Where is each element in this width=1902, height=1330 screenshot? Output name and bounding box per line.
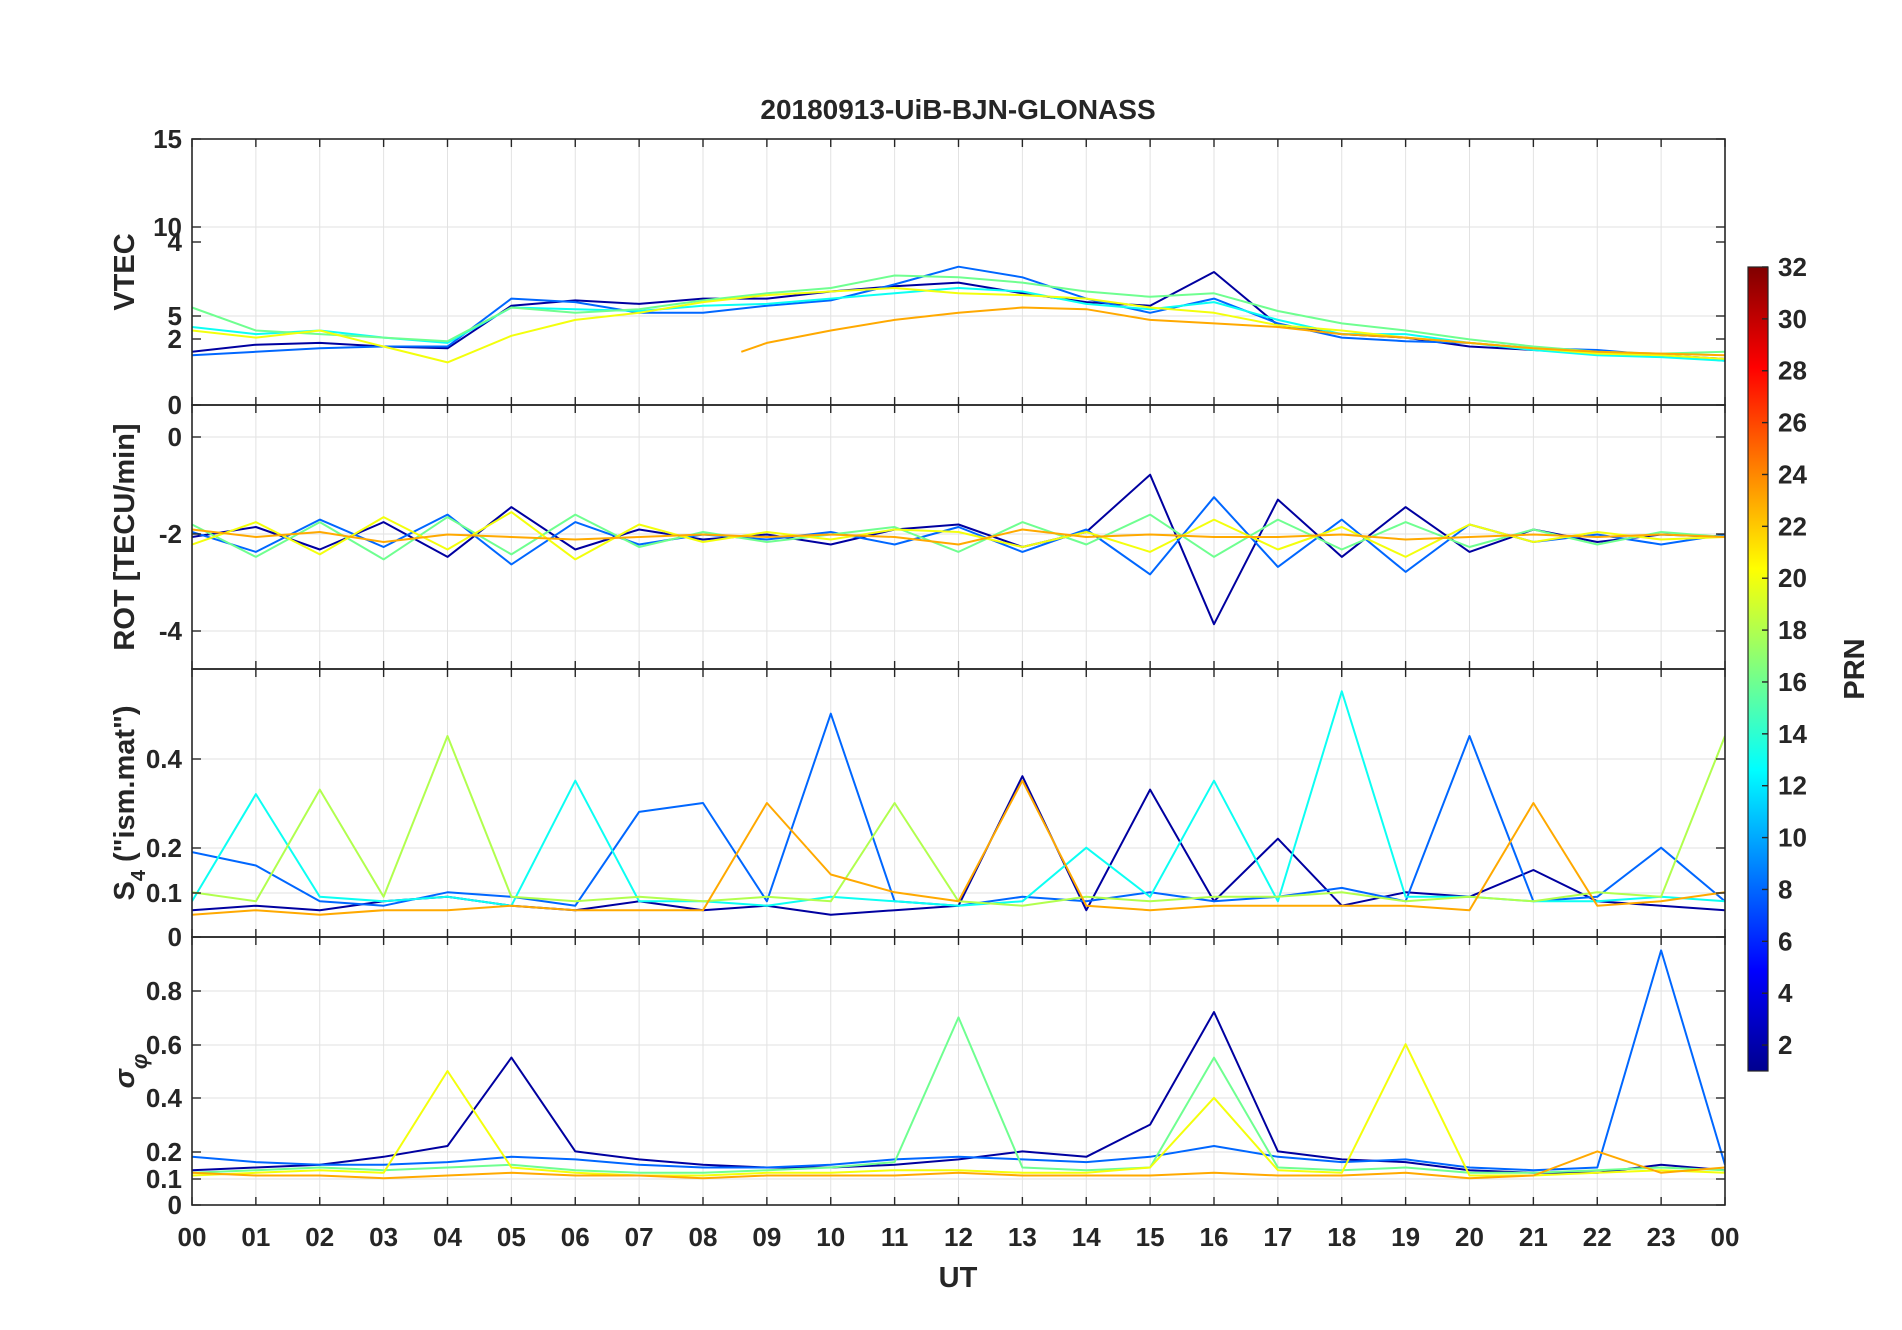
- colorbar-label: PRN: [1839, 638, 1871, 699]
- colorbar-tick-label: 22: [1778, 511, 1807, 541]
- x-tick-label: 18: [1327, 1222, 1356, 1252]
- x-tick-label: 16: [1200, 1222, 1229, 1252]
- y-tick-label: 0: [168, 390, 182, 420]
- x-tick-label: 01: [241, 1222, 270, 1252]
- y-tick-label: 0.4: [146, 744, 183, 774]
- x-tick-label: 00: [178, 1222, 207, 1252]
- y-tick-label: 0: [168, 922, 182, 952]
- series-line-prn-16: [192, 513, 1725, 561]
- x-tick-label: 12: [944, 1222, 973, 1252]
- y-tick-label: -4: [159, 616, 183, 646]
- x-tick-label: 21: [1519, 1222, 1548, 1252]
- series-line-prn-2: [192, 271, 1725, 360]
- y-tick-label: 0: [168, 1190, 182, 1220]
- y-axis-label: ROT [TECU/min]: [109, 423, 141, 650]
- colorbar-tick-label: 18: [1778, 615, 1807, 645]
- x-tick-label: 06: [561, 1222, 590, 1252]
- colorbar-tick-label: 26: [1778, 408, 1807, 438]
- x-tick-label: 08: [689, 1222, 718, 1252]
- colorbar-tick-label: 4: [1778, 978, 1793, 1008]
- x-tick-label: 10: [816, 1222, 845, 1252]
- colorbar-tick-label: 2: [1778, 1030, 1792, 1060]
- x-tick-label: 19: [1391, 1222, 1420, 1252]
- x-tick-label: 09: [752, 1222, 781, 1252]
- colorbar-tick-label: 8: [1778, 874, 1792, 904]
- panel-sigma_phi: 00.10.20.40.60.8σφ: [109, 936, 1726, 1220]
- y-tick-label: 0.4: [146, 1083, 183, 1113]
- y-tick-label: 5: [168, 301, 182, 331]
- y-tick-label: 0.2: [146, 833, 182, 863]
- x-tick-label: 05: [497, 1222, 526, 1252]
- series-line-prn-23: [192, 528, 1725, 546]
- y-tick-label: 0.1: [146, 878, 182, 908]
- series-line-prn-20: [192, 1043, 1725, 1177]
- x-axis-label: UT: [939, 1262, 978, 1294]
- series-line-prn-2: [192, 1011, 1725, 1174]
- series-line-prn-23: [740, 306, 1725, 357]
- series-line-prn-23: [192, 1150, 1725, 1180]
- series-line-prn-23: [192, 779, 1725, 916]
- x-tick-label: 07: [625, 1222, 654, 1252]
- y-tick-label: 2: [168, 324, 182, 354]
- y-tick-label: 0.6: [146, 1030, 182, 1060]
- panel-s4: 0 0.1 0.2 0.4S4 ("ism.mat"): [109, 668, 1726, 952]
- y-tick-label: 0.1: [146, 1164, 182, 1194]
- colorbar-tick-label: 24: [1778, 459, 1807, 489]
- panel-vtec: 0 5 10 15 VTEC: [109, 124, 1726, 420]
- colorbar-tick-label: 10: [1778, 823, 1807, 853]
- x-tick-label: 14: [1072, 1222, 1101, 1252]
- x-tick-label: 11: [881, 1222, 909, 1252]
- x-tick-label: 03: [369, 1222, 398, 1252]
- colorbar-tick-label: 12: [1778, 771, 1807, 801]
- series-line-prn-8: [192, 949, 1725, 1172]
- x-tick-label: 00: [1711, 1222, 1740, 1252]
- x-tick-label: 17: [1263, 1222, 1292, 1252]
- chart-title: 20180913-UiB-BJN-GLONASS: [760, 94, 1155, 125]
- x-axis: 00 01 02 03 04 05 06 07 08 09 10 11 12 13 14 15 16 17 18 19…: [178, 1222, 1740, 1252]
- series-group: [192, 265, 1725, 364]
- x-tick-label: 13: [1008, 1222, 1037, 1252]
- x-tick-label: 02: [305, 1222, 334, 1252]
- series-group: [192, 473, 1725, 626]
- series-group: [192, 690, 1725, 916]
- series-line-prn-16: [192, 274, 1725, 355]
- x-tick-label: 23: [1647, 1222, 1676, 1252]
- x-tick-label: 15: [1136, 1222, 1165, 1252]
- colorbar-tick-label: 20: [1778, 563, 1807, 593]
- colorbar-tick-label: 30: [1778, 304, 1807, 334]
- panel-rot: -4 -2 0 2 4 ROT [TECU/min]: [109, 227, 1726, 670]
- colorbar-tick-label: 32: [1778, 252, 1807, 282]
- y-tick-label: 0.2: [146, 1137, 182, 1167]
- colorbar-tick-label: 28: [1778, 356, 1807, 386]
- colorbar-tick-label: 14: [1778, 719, 1807, 749]
- series-line-prn-16: [192, 1016, 1725, 1174]
- x-tick-label: 22: [1583, 1222, 1612, 1252]
- x-tick-label: 04: [433, 1222, 462, 1252]
- y-tick-label: 4: [168, 227, 183, 257]
- series-line-prn-2: [192, 473, 1725, 626]
- x-tick-label: 20: [1455, 1222, 1484, 1252]
- series-group: [192, 949, 1725, 1180]
- y-tick-label: 0.8: [146, 976, 182, 1006]
- colorbar-tick-label: 16: [1778, 667, 1807, 697]
- y-tick-label: 10: [153, 212, 182, 242]
- y-axis-label: S4 ("ism.mat"): [109, 706, 150, 901]
- colorbar-gradient: [1747, 266, 1769, 1072]
- colorbar-tick-label: 6: [1778, 926, 1792, 956]
- y-tick-label: 15: [153, 124, 182, 154]
- y-tick-label: 0: [168, 422, 182, 452]
- y-axis-label: VTEC: [109, 233, 141, 310]
- series-line-prn-20: [192, 511, 1725, 561]
- y-tick-label: -2: [159, 519, 182, 549]
